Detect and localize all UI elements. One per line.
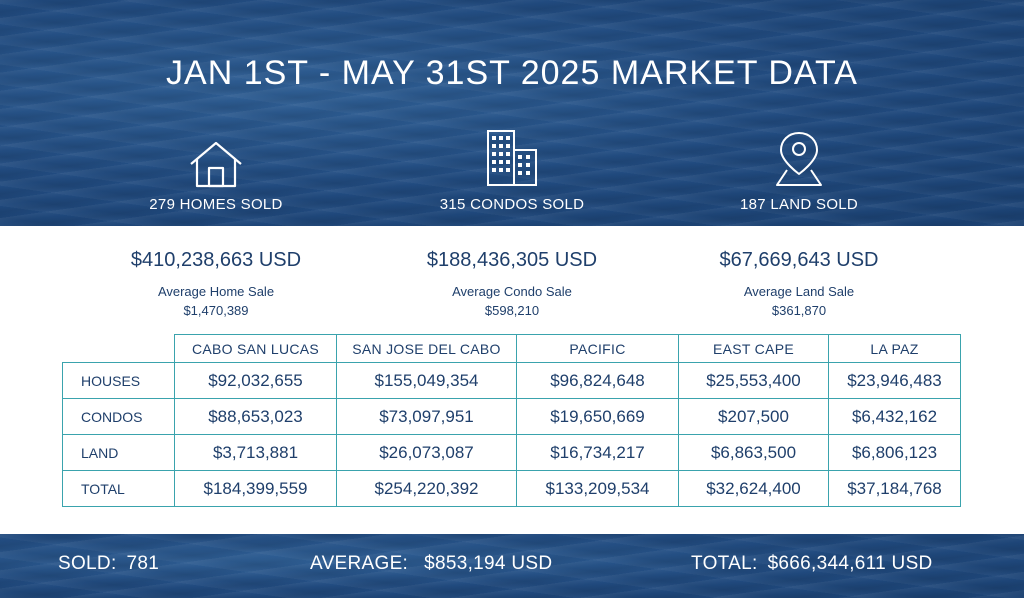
land-average-label: Average Land Sale: [743, 284, 855, 299]
row-label: CONDOS: [62, 398, 175, 435]
buildings-icon: [362, 124, 662, 188]
summary-sold-value: 781: [126, 553, 160, 574]
land-total-amount: $67,669,643 USD: [719, 249, 879, 271]
table-cell: $32,624,400: [678, 470, 829, 507]
column-header: EAST CAPE: [678, 334, 829, 363]
table-cell: $133,209,534: [516, 470, 679, 507]
house-icon: [66, 124, 366, 188]
condos-sold-count: 315 CONDOS SOLD: [439, 196, 585, 213]
summary-average: AVERAGE: $853,194 USD: [310, 553, 552, 575]
row-label: TOTAL: [62, 470, 175, 507]
table-row: HOUSES $92,032,655 $155,049,354 $96,824,…: [62, 362, 961, 399]
table-cell: $19,650,669: [516, 398, 679, 435]
table-cell: $3,713,881: [174, 434, 337, 471]
summary-total: TOTAL: $666,344,611 USD: [691, 553, 933, 575]
summary-sold: SOLD: 781: [58, 553, 159, 575]
table-cell: $6,432,162: [828, 398, 961, 435]
table-cell: $23,946,483: [828, 362, 961, 399]
table-row: LAND $3,713,881 $26,073,087 $16,734,217 …: [62, 434, 961, 471]
table-cell: $184,399,559: [174, 470, 337, 507]
homes-average-label: Average Home Sale: [157, 284, 275, 299]
table-cell: $155,049,354: [336, 362, 517, 399]
table-cell: $96,824,648: [516, 362, 679, 399]
location-pin-icon: [649, 124, 949, 188]
table-row: CONDOS $88,653,023 $73,097,951 $19,650,6…: [62, 398, 961, 435]
column-header: CABO SAN LUCAS: [174, 334, 337, 363]
condos-average-value: $598,210: [484, 303, 540, 318]
homes-sold-count: 279 HOMES SOLD: [149, 196, 283, 213]
table-cell: $37,184,768: [828, 470, 961, 507]
ocean-header-background: [0, 0, 1024, 226]
market-data-table: CABO SAN LUCAS SAN JOSE DEL CABO PACIFIC…: [62, 334, 961, 507]
table-row: TOTAL $184,399,559 $254,220,392 $133,209…: [62, 470, 961, 507]
column-header: SAN JOSE DEL CABO: [336, 334, 517, 363]
table-cell: $254,220,392: [336, 470, 517, 507]
column-header: LA PAZ: [828, 334, 961, 363]
table-corner-cell: [62, 334, 175, 363]
table-cell: $25,553,400: [678, 362, 829, 399]
table-cell: $26,073,087: [336, 434, 517, 471]
condos-average-label: Average Condo Sale: [452, 284, 572, 299]
row-label: LAND: [62, 434, 175, 471]
row-label: HOUSES: [62, 362, 175, 399]
table-cell: $16,734,217: [516, 434, 679, 471]
land-stat: 187 LAND SOLD $67,669,643 USD Average La…: [649, 124, 949, 318]
table-header-row: CABO SAN LUCAS SAN JOSE DEL CABO PACIFIC…: [62, 334, 961, 363]
table-cell: $88,653,023: [174, 398, 337, 435]
homes-total-amount: $410,238,663 USD: [130, 249, 302, 271]
table-cell: $6,806,123: [828, 434, 961, 471]
summary-sold-label: SOLD:: [58, 553, 117, 574]
summary-total-label: TOTAL:: [691, 553, 758, 574]
summary-average-label: AVERAGE:: [310, 553, 409, 574]
land-average-value: $361,870: [771, 303, 827, 318]
table-cell: $207,500: [678, 398, 829, 435]
column-header: PACIFIC: [516, 334, 679, 363]
homes-stat: 279 HOMES SOLD $410,238,663 USD Average …: [66, 124, 366, 318]
homes-average-value: $1,470,389: [183, 303, 249, 318]
land-sold-count: 187 LAND SOLD: [739, 196, 859, 213]
page-title: JAN 1ST - MAY 31ST 2025 MARKET DATA: [166, 54, 858, 92]
condos-stat: 315 CONDOS SOLD $188,436,305 USD Average…: [362, 124, 662, 318]
table-cell: $73,097,951: [336, 398, 517, 435]
summary-total-value: $666,344,611 USD: [767, 553, 933, 574]
table-cell: $92,032,655: [174, 362, 337, 399]
summary-average-value: $853,194 USD: [424, 553, 553, 574]
table-cell: $6,863,500: [678, 434, 829, 471]
ocean-footer-background: [0, 534, 1024, 598]
condos-total-amount: $188,436,305 USD: [426, 249, 598, 271]
